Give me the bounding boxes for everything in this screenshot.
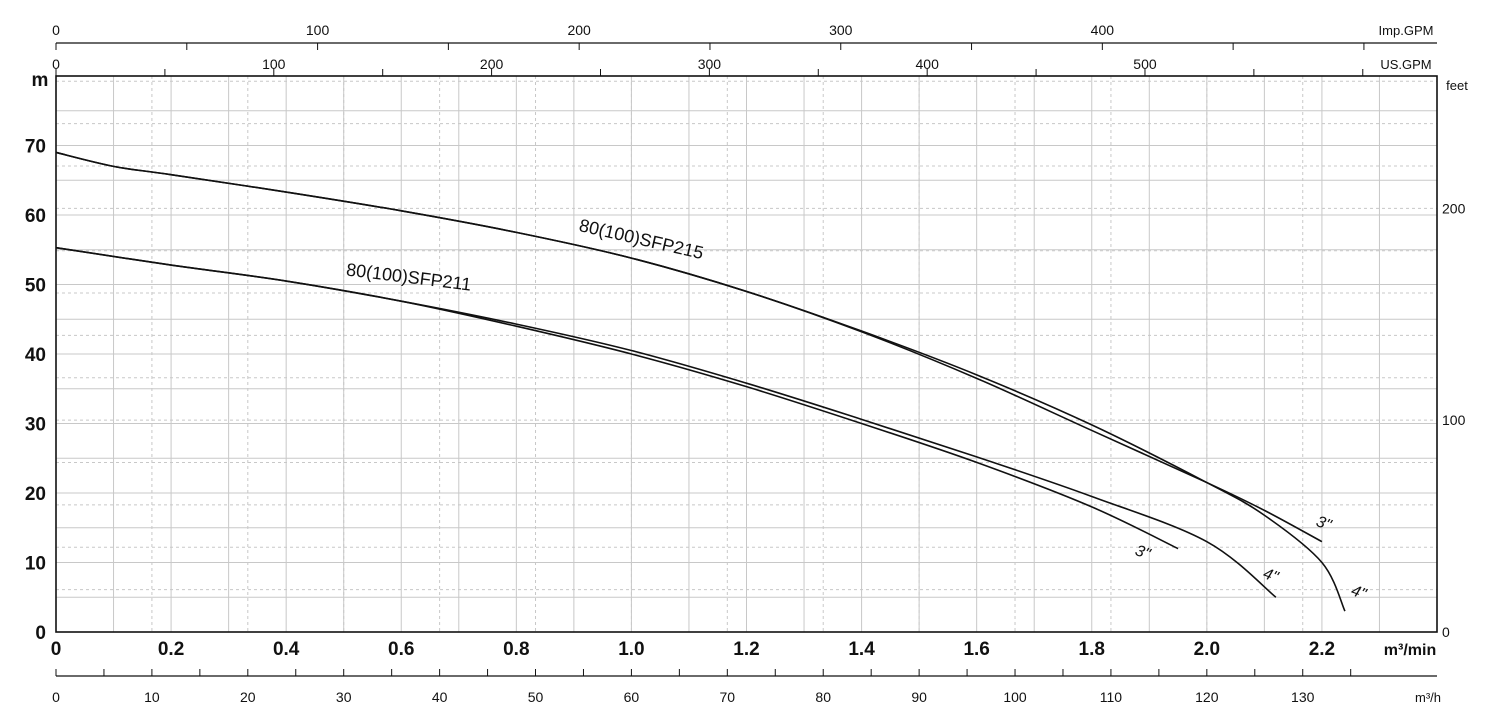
m3h-tick-label: 120 (1195, 689, 1219, 705)
feet-tick-label: 0 (1442, 624, 1450, 640)
x-tick-label: 0.6 (388, 639, 414, 660)
x-tick-label: 0.4 (273, 639, 300, 660)
m3h-tick-label: 30 (336, 689, 352, 705)
x-tick-label: 2.0 (1194, 639, 1220, 660)
m3h-tick-label: 80 (815, 689, 831, 705)
x-tick-label: 0 (51, 639, 62, 660)
m3h-tick-label: 50 (528, 689, 544, 705)
series-line-3 (55, 246, 1277, 598)
x-tick-label: 2.2 (1309, 639, 1335, 660)
y-tick-label: 60 (25, 206, 46, 227)
y-tick-label: 10 (25, 554, 46, 575)
y-tick-label: 40 (25, 345, 46, 366)
series-line-1 (55, 151, 1346, 612)
m3h-tick-label: 0 (52, 689, 60, 705)
x-tick-label: 1.8 (1079, 639, 1105, 660)
imp-gpm-tick-label: 400 (1091, 22, 1115, 38)
y-tick-label: 70 (25, 137, 46, 158)
m3h-tick-label: 100 (1003, 689, 1027, 705)
x-tick-label: 1.2 (733, 639, 759, 660)
us-gpm-axis-label: US.GPM (1380, 57, 1431, 72)
us-gpm-tick-label: 500 (1133, 56, 1157, 72)
imp-gpm-tick-label: 300 (829, 22, 853, 38)
feet-tick-label: 200 (1442, 200, 1466, 216)
grid (56, 76, 1437, 632)
x-tick-label: 0.8 (503, 639, 529, 660)
plot-frame (55, 75, 1438, 633)
m3h-tick-label: 20 (240, 689, 256, 705)
feet-tick-label: 100 (1442, 412, 1466, 428)
m3h-axis-label: m³/h (1415, 690, 1441, 705)
series-group (55, 151, 1346, 612)
imp-gpm-tick-label: 200 (567, 22, 591, 38)
y-axis-label: m (32, 70, 49, 91)
us-gpm-tick-label: 200 (480, 56, 504, 72)
imp-gpm-tick-label: 0 (52, 22, 60, 38)
imp-gpm-tick-label: 100 (306, 22, 330, 38)
imp-gpm-axis-label: Imp.GPM (1379, 23, 1434, 38)
m3h-tick-label: 60 (624, 689, 640, 705)
y-tick-label: 0 (35, 623, 46, 644)
x-tick-label: 1.4 (848, 639, 875, 660)
m3h-tick-label: 110 (1100, 689, 1123, 705)
m3h-tick-label: 70 (720, 689, 736, 705)
us-gpm-tick-label: 100 (262, 56, 286, 72)
y-tick-label: 20 (25, 484, 46, 505)
m3h-tick-label: 10 (144, 689, 160, 705)
us-gpm-tick-label: 400 (916, 56, 940, 72)
feet-axis-label: feet (1446, 78, 1468, 93)
us-gpm-tick-label: 0 (52, 56, 60, 72)
m3h-tick-label: 40 (432, 689, 448, 705)
x-axis-label: m³/min (1384, 642, 1436, 659)
m3h-tick-label: 130 (1291, 689, 1315, 705)
y-tick-label: 50 (25, 276, 46, 297)
x-tick-label: 1.0 (618, 639, 644, 660)
x-tick-label: 1.6 (963, 639, 989, 660)
m3h-tick-label: 90 (911, 689, 927, 705)
us-gpm-tick-label: 300 (698, 56, 722, 72)
x-tick-label: 0.2 (158, 639, 184, 660)
y-tick-label: 30 (25, 415, 46, 436)
